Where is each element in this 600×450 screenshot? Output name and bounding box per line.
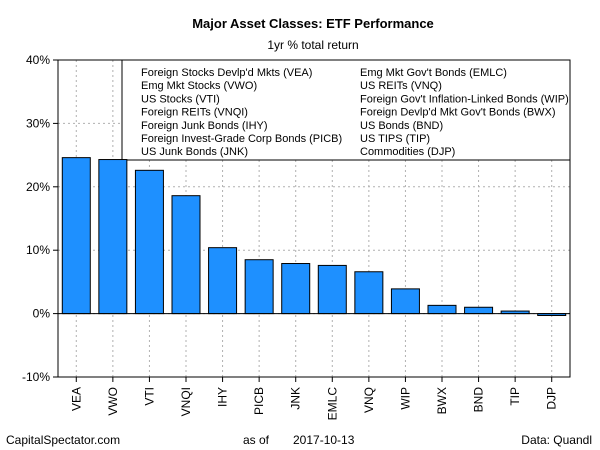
legend-entry: US TIPS (TIP) [360, 133, 430, 145]
legend-entry: US Bonds (BND) [360, 120, 443, 132]
x-tick-label: VWO [106, 387, 120, 416]
y-tick-label: 40% [26, 53, 50, 67]
bar-emlc [317, 264, 347, 315]
x-tick-label: WIP [398, 387, 412, 410]
y-tick-label: 20% [26, 180, 50, 194]
bars [61, 157, 567, 317]
legend-entry: Emg Mkt Stocks (VWO) [141, 80, 257, 92]
x-tick-label: VNQ [362, 387, 376, 413]
legend-entry: US Stocks (VTI) [141, 93, 220, 105]
bar-vwo [98, 159, 128, 315]
x-tick-label: IHY [216, 387, 230, 407]
y-tick-label: 10% [26, 243, 50, 257]
y-tick-label: -10% [22, 370, 50, 384]
y-tick-label: 0% [33, 307, 51, 321]
legend-entry: Emg Mkt Gov't Bonds (EMLC) [360, 67, 507, 79]
legend-entry: Foreign Junk Bonds (IHY) [141, 120, 268, 132]
x-tick-label: BND [472, 387, 486, 413]
bar-vnq [354, 271, 384, 315]
bar-jnk [281, 263, 311, 315]
legend-entry: Foreign REITs (VNQI) [141, 107, 248, 119]
legend-entry: US REITs (VNQ) [360, 80, 442, 92]
bar-picb [244, 259, 274, 315]
legend: Foreign Stocks Devlp'd Mkts (VEA)Emg Mkt… [121, 59, 571, 161]
x-tick-label: TIP [508, 387, 522, 406]
x-axis: VEA VWO VTI VNQI IHY PICB JNK EMLC VNQ WIP BWX BND T… [69, 377, 559, 421]
plot-frame [57, 59, 571, 378]
chart-subtitle: 1yr % total return [267, 38, 358, 52]
x-tick-label: VNQI [179, 387, 193, 416]
x-tick-label: BWX [435, 387, 449, 414]
x-tick-label: JNK [289, 387, 303, 410]
bar-vti [134, 169, 164, 315]
bar-bnd [464, 306, 494, 315]
y-tick-label: 30% [26, 116, 50, 130]
legend-entry: Foreign Gov't Inflation-Linked Bonds (WI… [360, 93, 569, 105]
x-tick-label: PICB [252, 387, 266, 415]
legend-entry: Commodities (DJP) [360, 146, 455, 158]
footer-source: CapitalSpectator.com [6, 433, 120, 447]
x-tick-label: VEA [69, 387, 83, 411]
legend-entry: Foreign Stocks Devlp'd Mkts (VEA) [141, 67, 312, 79]
legend-box [121, 59, 571, 161]
legend-entry: US Junk Bonds (JNK) [141, 146, 248, 158]
x-tick-label: DJP [545, 387, 559, 410]
footer-data-credit: Data: Quandl [521, 433, 592, 447]
bar-wip [390, 288, 420, 315]
chart-title: Major Asset Classes: ETF Performance [192, 16, 434, 31]
x-tick-label: VTI [142, 387, 156, 406]
legend-entry: Foreign Invest-Grade Corp Bonds (PICB) [141, 133, 342, 145]
footer-as-of-label: as of [243, 433, 270, 447]
bar-vea [61, 157, 91, 315]
footer-date: 2017-10-13 [293, 433, 355, 447]
legend-entry: Foreign Devlp'd Mkt Gov't Bonds (BWX) [360, 107, 556, 119]
bar-vnqi [171, 195, 201, 315]
bar-ihy [208, 247, 238, 315]
y-axis: -10% 0% 10% 20% 30% 40% [22, 53, 58, 384]
x-tick-label: EMLC [325, 387, 339, 421]
bar-bwx [427, 304, 457, 315]
